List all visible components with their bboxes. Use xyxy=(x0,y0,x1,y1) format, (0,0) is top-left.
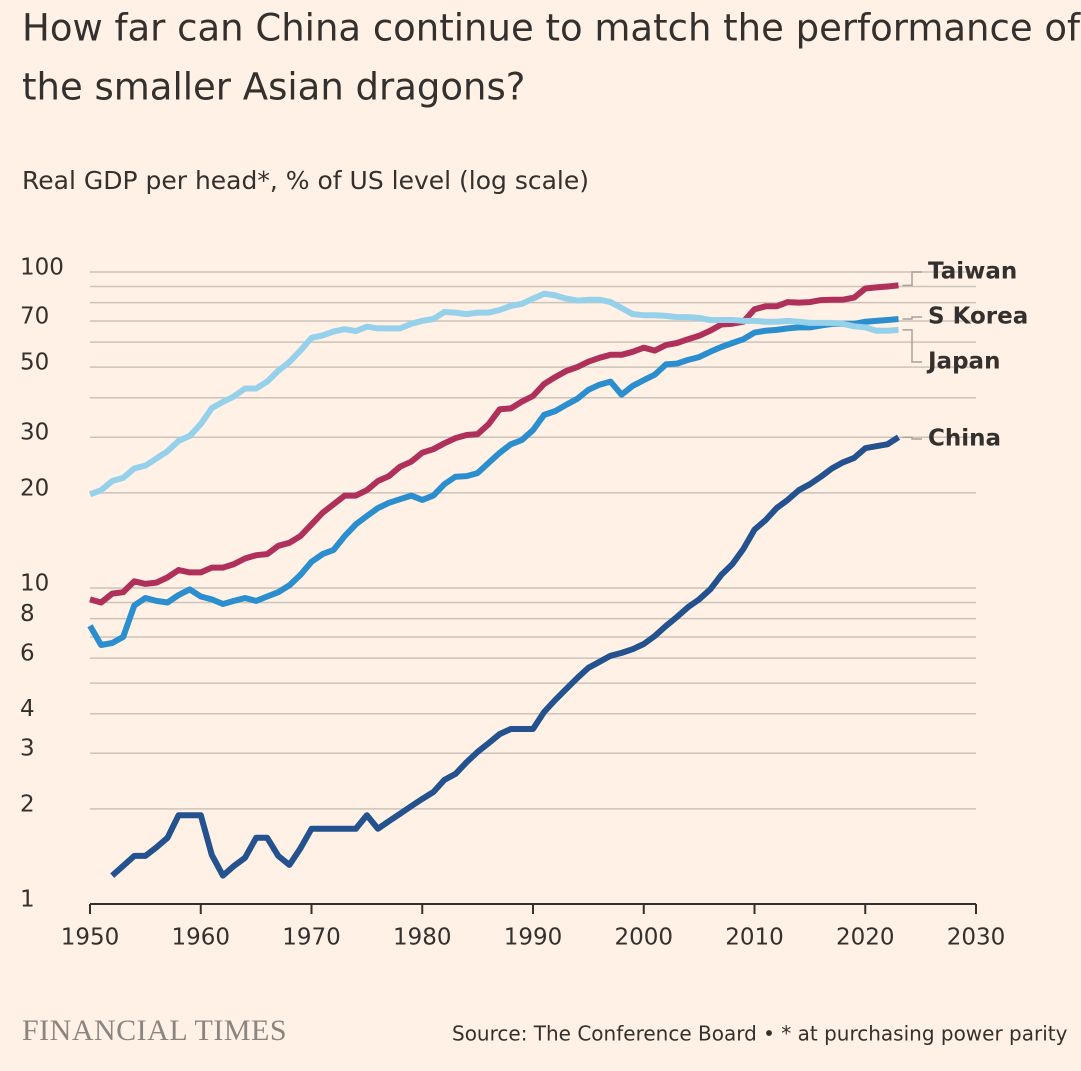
series-line xyxy=(110,434,901,879)
y-tick-label: 6 xyxy=(20,641,35,667)
y-tick-label: 1 xyxy=(20,887,35,913)
x-tick-label: 1970 xyxy=(282,925,341,951)
label-connector xyxy=(902,329,922,363)
label-connector xyxy=(902,436,922,440)
brand: FINANCIAL TIMES xyxy=(22,1014,287,1047)
series-line xyxy=(88,290,899,498)
series-label: Taiwan xyxy=(928,259,1017,285)
y-tick-label: 3 xyxy=(20,736,35,762)
source: Source: The Conference Board • * at purc… xyxy=(452,1022,1068,1046)
label-connector xyxy=(902,271,922,287)
y-tick-label: 100 xyxy=(20,255,64,281)
y-tick-label: 8 xyxy=(20,601,35,627)
chart-subtitle: Real GDP per head*, % of US level (log s… xyxy=(22,166,589,195)
y-tick-label: 50 xyxy=(20,350,49,376)
x-tick-label: 1990 xyxy=(504,925,563,951)
chart-title: How far can China continue to match the … xyxy=(22,7,1081,50)
y-tick-label: 10 xyxy=(20,571,49,597)
x-tick-label: 2020 xyxy=(836,925,895,951)
x-tick-label: 1950 xyxy=(61,925,120,951)
series-label: China xyxy=(928,426,1001,452)
x-tick-label: 1980 xyxy=(393,925,452,951)
series-line xyxy=(87,316,899,648)
series-line xyxy=(89,282,899,606)
y-tick-label: 4 xyxy=(20,696,35,722)
x-tick-label: 1960 xyxy=(171,925,230,951)
x-tick-label: 2000 xyxy=(614,925,673,951)
y-tick-label: 20 xyxy=(20,475,49,501)
series-label: Japan xyxy=(926,349,1000,375)
x-tick-label: 2010 xyxy=(725,925,784,951)
label-connector xyxy=(902,316,922,320)
y-tick-label: 70 xyxy=(20,303,49,329)
x-tick-label: 2030 xyxy=(947,925,1006,951)
y-tick-label: 30 xyxy=(20,420,49,446)
y-tick-label: 2 xyxy=(20,791,35,817)
series-label: S Korea xyxy=(928,304,1028,330)
chart-title: the smaller Asian dragons? xyxy=(22,66,525,109)
